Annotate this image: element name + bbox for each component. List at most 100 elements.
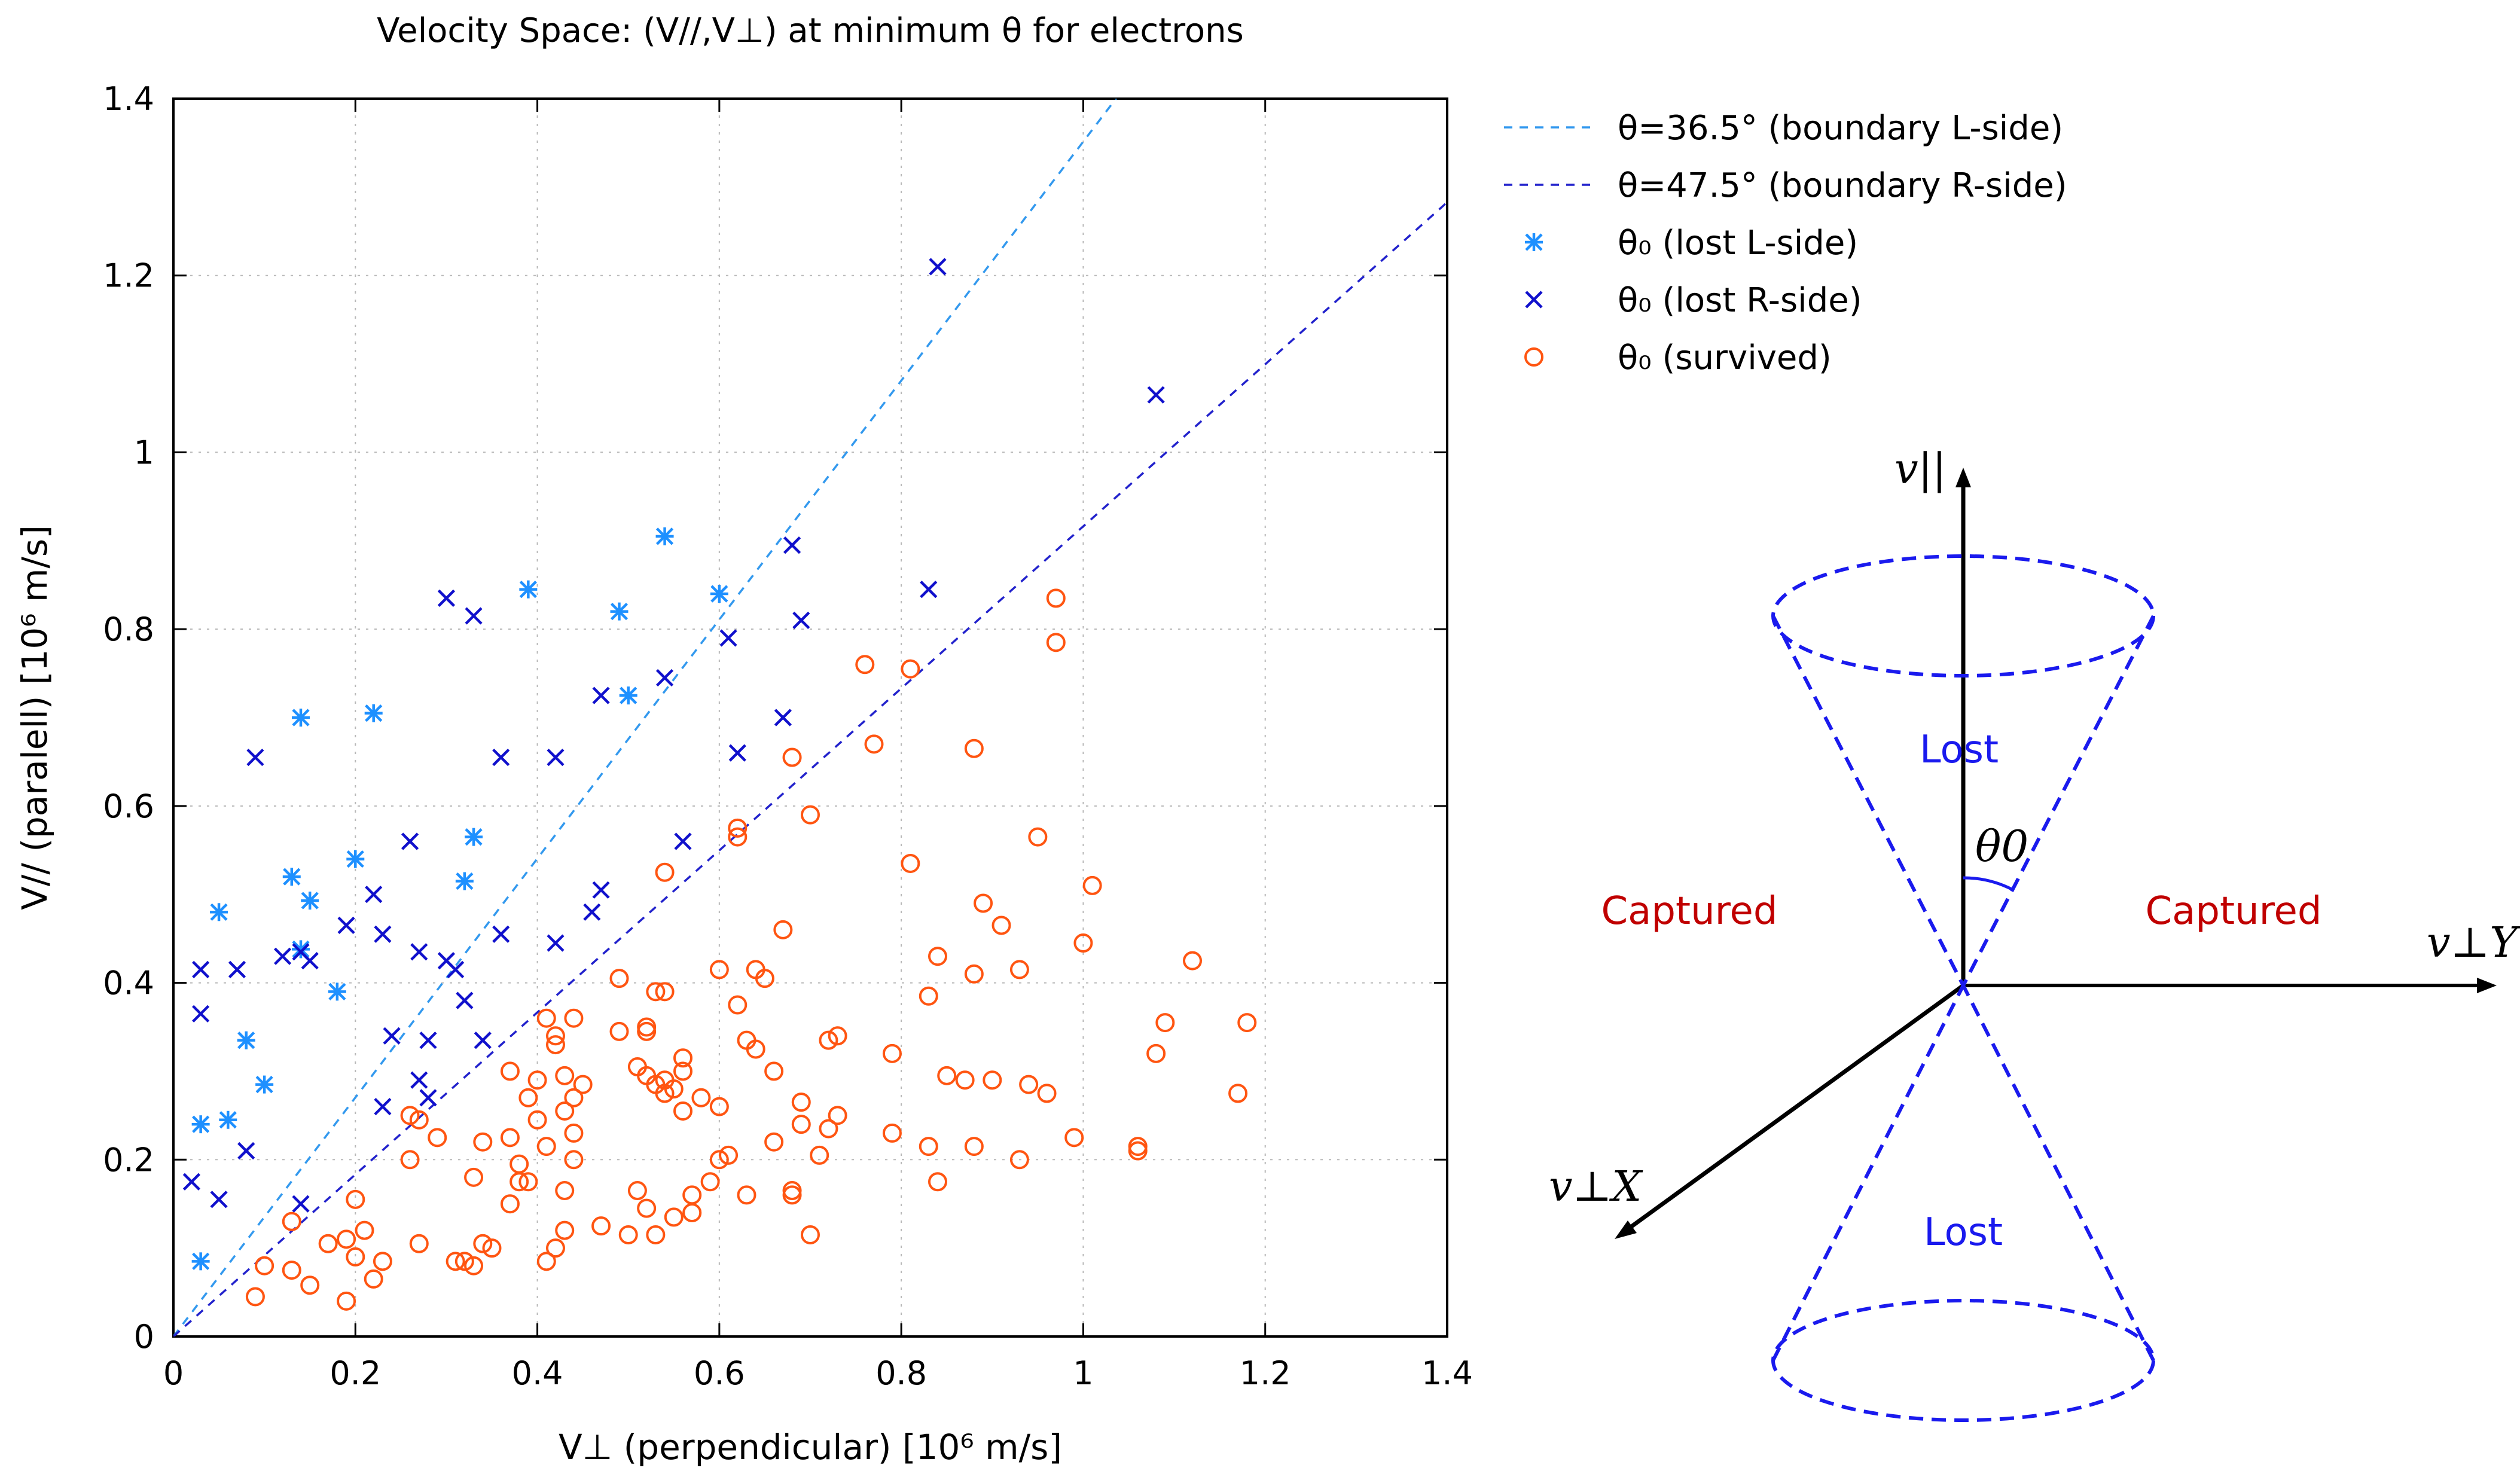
captured-left-label: Captured	[1601, 889, 1777, 933]
upper-cone-right-edge	[1961, 615, 2155, 987]
point-survived	[855, 655, 875, 675]
marker-stroke	[246, 748, 264, 767]
point-lost-r-side	[655, 669, 674, 687]
point-survived	[255, 1256, 274, 1275]
point-lost-r-side	[182, 1173, 201, 1191]
point-survived	[655, 862, 675, 882]
point-survived	[646, 982, 666, 1002]
marker-stroke	[182, 1173, 201, 1191]
x-tick-label: 0.8	[875, 1354, 927, 1392]
point-survived	[691, 1088, 711, 1107]
point-survived	[901, 659, 920, 679]
point-survived	[901, 853, 920, 873]
point-survived	[1183, 951, 1202, 971]
captured-right-label: Captured	[2145, 889, 2321, 933]
plot-frame	[172, 97, 1448, 1338]
marker-stroke	[192, 960, 210, 978]
legend-entry-boundary-r: θ=47.5° (boundary R-side)	[1504, 166, 2067, 205]
point-lost-l-side	[619, 686, 637, 705]
point-lost-l-side	[519, 580, 538, 599]
point-lost-l-side	[282, 868, 301, 886]
point-lost-r-side	[410, 1071, 428, 1089]
point-survived	[737, 1185, 756, 1205]
point-lost-l-side	[292, 709, 310, 727]
point-lost-r-side	[437, 589, 456, 607]
point-lost-r-side	[383, 1027, 401, 1045]
legend-label: θ=47.5° (boundary R-side)	[1618, 166, 2067, 205]
point-survived	[373, 1252, 392, 1271]
point-survived	[536, 1252, 556, 1271]
point-lost-l-side	[301, 892, 319, 910]
point-survived	[1155, 1013, 1175, 1033]
marker-stroke	[774, 709, 792, 727]
point-survived	[964, 739, 984, 758]
point-survived	[355, 1220, 374, 1240]
y-tick-label: 0.8	[103, 611, 154, 648]
marker-stroke	[210, 1191, 228, 1209]
point-survived	[728, 827, 748, 847]
lower-cone-left-edge	[1771, 984, 1965, 1362]
point-survived	[673, 1061, 692, 1081]
legend-label: θ₀ (survived)	[1618, 338, 1832, 377]
point-survived	[609, 1021, 629, 1041]
point-survived	[682, 1185, 702, 1205]
point-lost-l-side	[191, 1252, 210, 1271]
marker-stroke	[374, 1097, 392, 1116]
y-tick-label: 1.2	[103, 257, 154, 295]
point-survived	[709, 1097, 729, 1116]
point-lost-r-side	[410, 943, 428, 961]
marker-stroke	[401, 832, 419, 850]
point-survived	[300, 1275, 320, 1295]
point-survived	[627, 1181, 647, 1201]
point-lost-l-side	[191, 1115, 210, 1134]
point-survived	[245, 1287, 265, 1307]
point-survived	[819, 1119, 838, 1139]
point-lost-r-side	[547, 934, 565, 952]
point-survived	[755, 969, 774, 988]
point-survived	[473, 1132, 493, 1152]
point-lost-r-side	[365, 886, 383, 904]
point-lost-r-side	[583, 903, 601, 921]
marker-stroke	[410, 943, 428, 961]
point-survived	[964, 964, 984, 984]
point-survived	[618, 1225, 638, 1244]
marker-stroke	[719, 629, 737, 647]
lost-bottom-label: Lost	[1924, 1210, 2003, 1255]
point-lost-r-side	[301, 952, 319, 970]
point-survived	[882, 1123, 902, 1143]
point-lost-r-side	[674, 832, 692, 850]
point-survived	[1009, 1150, 1029, 1170]
point-lost-r-side	[419, 1032, 437, 1049]
x-tick-label: 0.4	[512, 1354, 563, 1392]
marker-stroke	[456, 991, 474, 1009]
v-parallel-label: v||	[1894, 444, 1947, 493]
point-survived	[673, 1101, 692, 1121]
point-survived	[646, 1225, 666, 1244]
point-survived	[482, 1238, 502, 1258]
x-tick-label: 1	[1073, 1354, 1093, 1392]
marker-stroke	[792, 611, 810, 629]
marker-stroke	[419, 1032, 437, 1049]
point-survived	[573, 1075, 593, 1094]
point-lost-r-side	[273, 947, 292, 965]
marker-stroke	[374, 925, 392, 943]
v-perp-x-axis	[1625, 984, 1965, 1232]
point-survived	[864, 734, 884, 754]
lost-top-label: Lost	[1920, 728, 1999, 772]
point-survived	[1073, 933, 1093, 953]
point-lost-r-side	[465, 607, 483, 625]
v-parallel-arrowhead	[1955, 468, 1971, 487]
point-survived	[536, 1137, 556, 1156]
point-survived	[609, 969, 629, 988]
point-survived	[318, 1234, 338, 1253]
point-lost-l-side	[328, 982, 346, 1001]
upper-cone-left-edge	[1771, 615, 1965, 987]
point-lost-r-side	[920, 581, 938, 599]
point-survived	[828, 1106, 847, 1125]
marker-stroke	[547, 748, 565, 767]
marker-stroke	[365, 886, 383, 904]
point-survived	[719, 1145, 739, 1165]
point-survived	[728, 995, 748, 1015]
point-lost-r-side	[337, 916, 355, 935]
legend-entry-survived: θ₀ (survived)	[1524, 338, 1832, 377]
